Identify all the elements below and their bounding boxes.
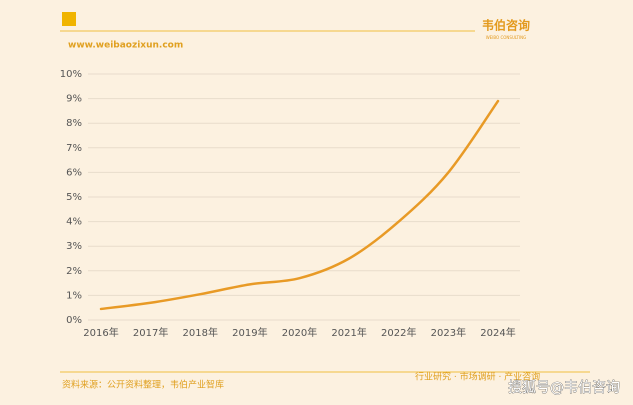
y-tick-label: 9%: [66, 94, 82, 105]
source: 资料来源：公开资料整理，韦伯产业智库: [62, 379, 224, 391]
tagline: 行业研究 · 市场调研 · 产业咨询: [415, 371, 540, 383]
url: www.weibaozixun.com: [68, 41, 183, 51]
brand: 韦伯咨询: [482, 18, 530, 33]
x-tick-label: 2017年: [133, 326, 168, 339]
x-tick-label: 2016年: [83, 326, 118, 339]
x-tick-label: 2024年: [480, 326, 515, 339]
y-tick-label: 0%: [66, 315, 82, 326]
x-tick-label: 2019年: [232, 326, 267, 339]
y-tick-label: 2%: [66, 266, 82, 277]
y-tick-label: 10%: [60, 69, 82, 80]
watermark: 搜狐号@韦伯咨询: [508, 380, 620, 396]
x-tick-label: 2020年: [282, 326, 317, 339]
y-tick-label: 1%: [66, 290, 82, 301]
brand-sub: WEIBO CONSULTING: [486, 35, 527, 40]
x-tick-label: 2022年: [381, 326, 416, 339]
x-tick-label: 2023年: [431, 326, 466, 339]
y-tick-label: 6%: [66, 167, 82, 178]
x-tick-label: 2021年: [331, 326, 366, 339]
y-tick-label: 5%: [66, 192, 82, 203]
y-tick-label: 7%: [66, 143, 82, 154]
y-tick-label: 8%: [66, 118, 82, 129]
y-tick-label: 4%: [66, 217, 82, 228]
y-tick-label: 3%: [66, 241, 82, 252]
x-tick-label: 2018年: [183, 326, 218, 339]
logo-square: [62, 12, 76, 26]
line: [99, 99, 500, 311]
